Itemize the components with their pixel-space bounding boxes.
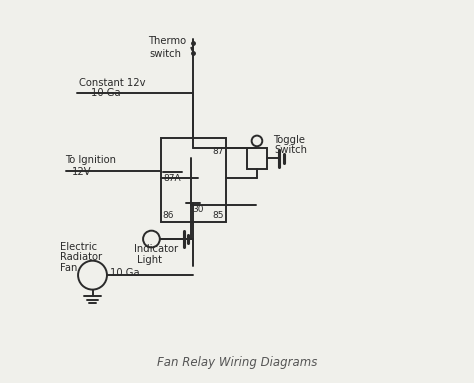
Text: 12V: 12V xyxy=(72,167,91,177)
Text: 85: 85 xyxy=(212,211,224,219)
Text: 86: 86 xyxy=(163,211,174,219)
Text: switch: switch xyxy=(150,49,182,59)
Bar xyxy=(161,138,226,222)
Text: Switch: Switch xyxy=(274,146,307,155)
Bar xyxy=(246,148,267,169)
Text: Electric: Electric xyxy=(60,242,97,252)
Text: Fan Relay Wiring Diagrams: Fan Relay Wiring Diagrams xyxy=(157,356,317,369)
Text: 30: 30 xyxy=(192,205,203,214)
Text: Light: Light xyxy=(137,255,162,265)
Text: Indicator: Indicator xyxy=(134,244,179,254)
Text: Fan: Fan xyxy=(60,262,78,273)
Text: 10 Ga: 10 Ga xyxy=(109,268,139,278)
Text: Constant 12v: Constant 12v xyxy=(79,78,146,88)
Text: Toggle: Toggle xyxy=(273,135,305,145)
Text: Thermo: Thermo xyxy=(147,36,186,46)
Text: To Ignition: To Ignition xyxy=(65,155,116,165)
Text: 87: 87 xyxy=(212,147,224,156)
Text: 87A: 87A xyxy=(164,174,181,183)
Text: Radiator: Radiator xyxy=(60,252,102,262)
Text: 10 Ga: 10 Ga xyxy=(91,88,120,98)
